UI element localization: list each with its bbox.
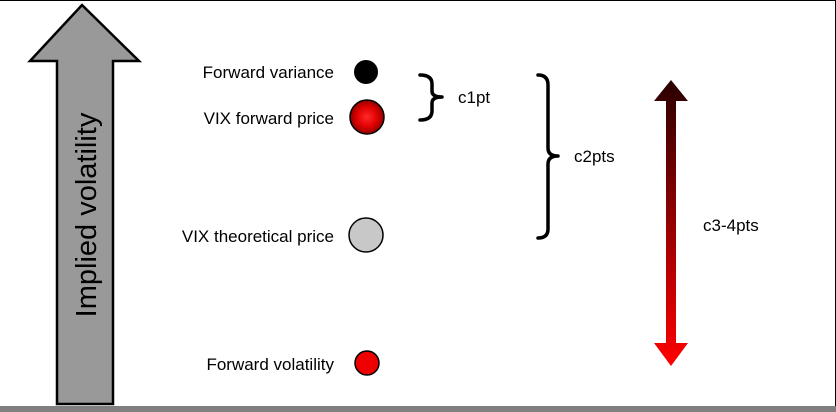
- c2pts-label: c2pts: [574, 147, 615, 166]
- forward-variance-label: Forward variance: [203, 63, 334, 82]
- c3-4pts-label: c3-4pts: [703, 216, 759, 235]
- implied-volatility-arrow: [27, 3, 143, 406]
- vix-theoretical-price-label: VIX theoretical price: [182, 227, 334, 246]
- c1pt-label: c1pt: [458, 88, 490, 107]
- vix-forward-price-point: [349, 99, 385, 135]
- forward-volatility-point: [354, 350, 380, 376]
- top-border: [0, 0, 836, 1]
- c2pts-bracket: [536, 73, 560, 240]
- c1pt-bracket: [418, 73, 444, 122]
- c3-4pts-range-arrow: [654, 80, 688, 366]
- forward-volatility-label: Forward volatility: [206, 355, 334, 374]
- vix-forward-price-label: VIX forward price: [204, 109, 334, 128]
- bottom-border: [0, 406, 836, 412]
- forward-variance-point: [354, 60, 378, 84]
- vix-theoretical-price-point: [348, 217, 384, 253]
- axis-label: Implied volatility: [71, 112, 103, 317]
